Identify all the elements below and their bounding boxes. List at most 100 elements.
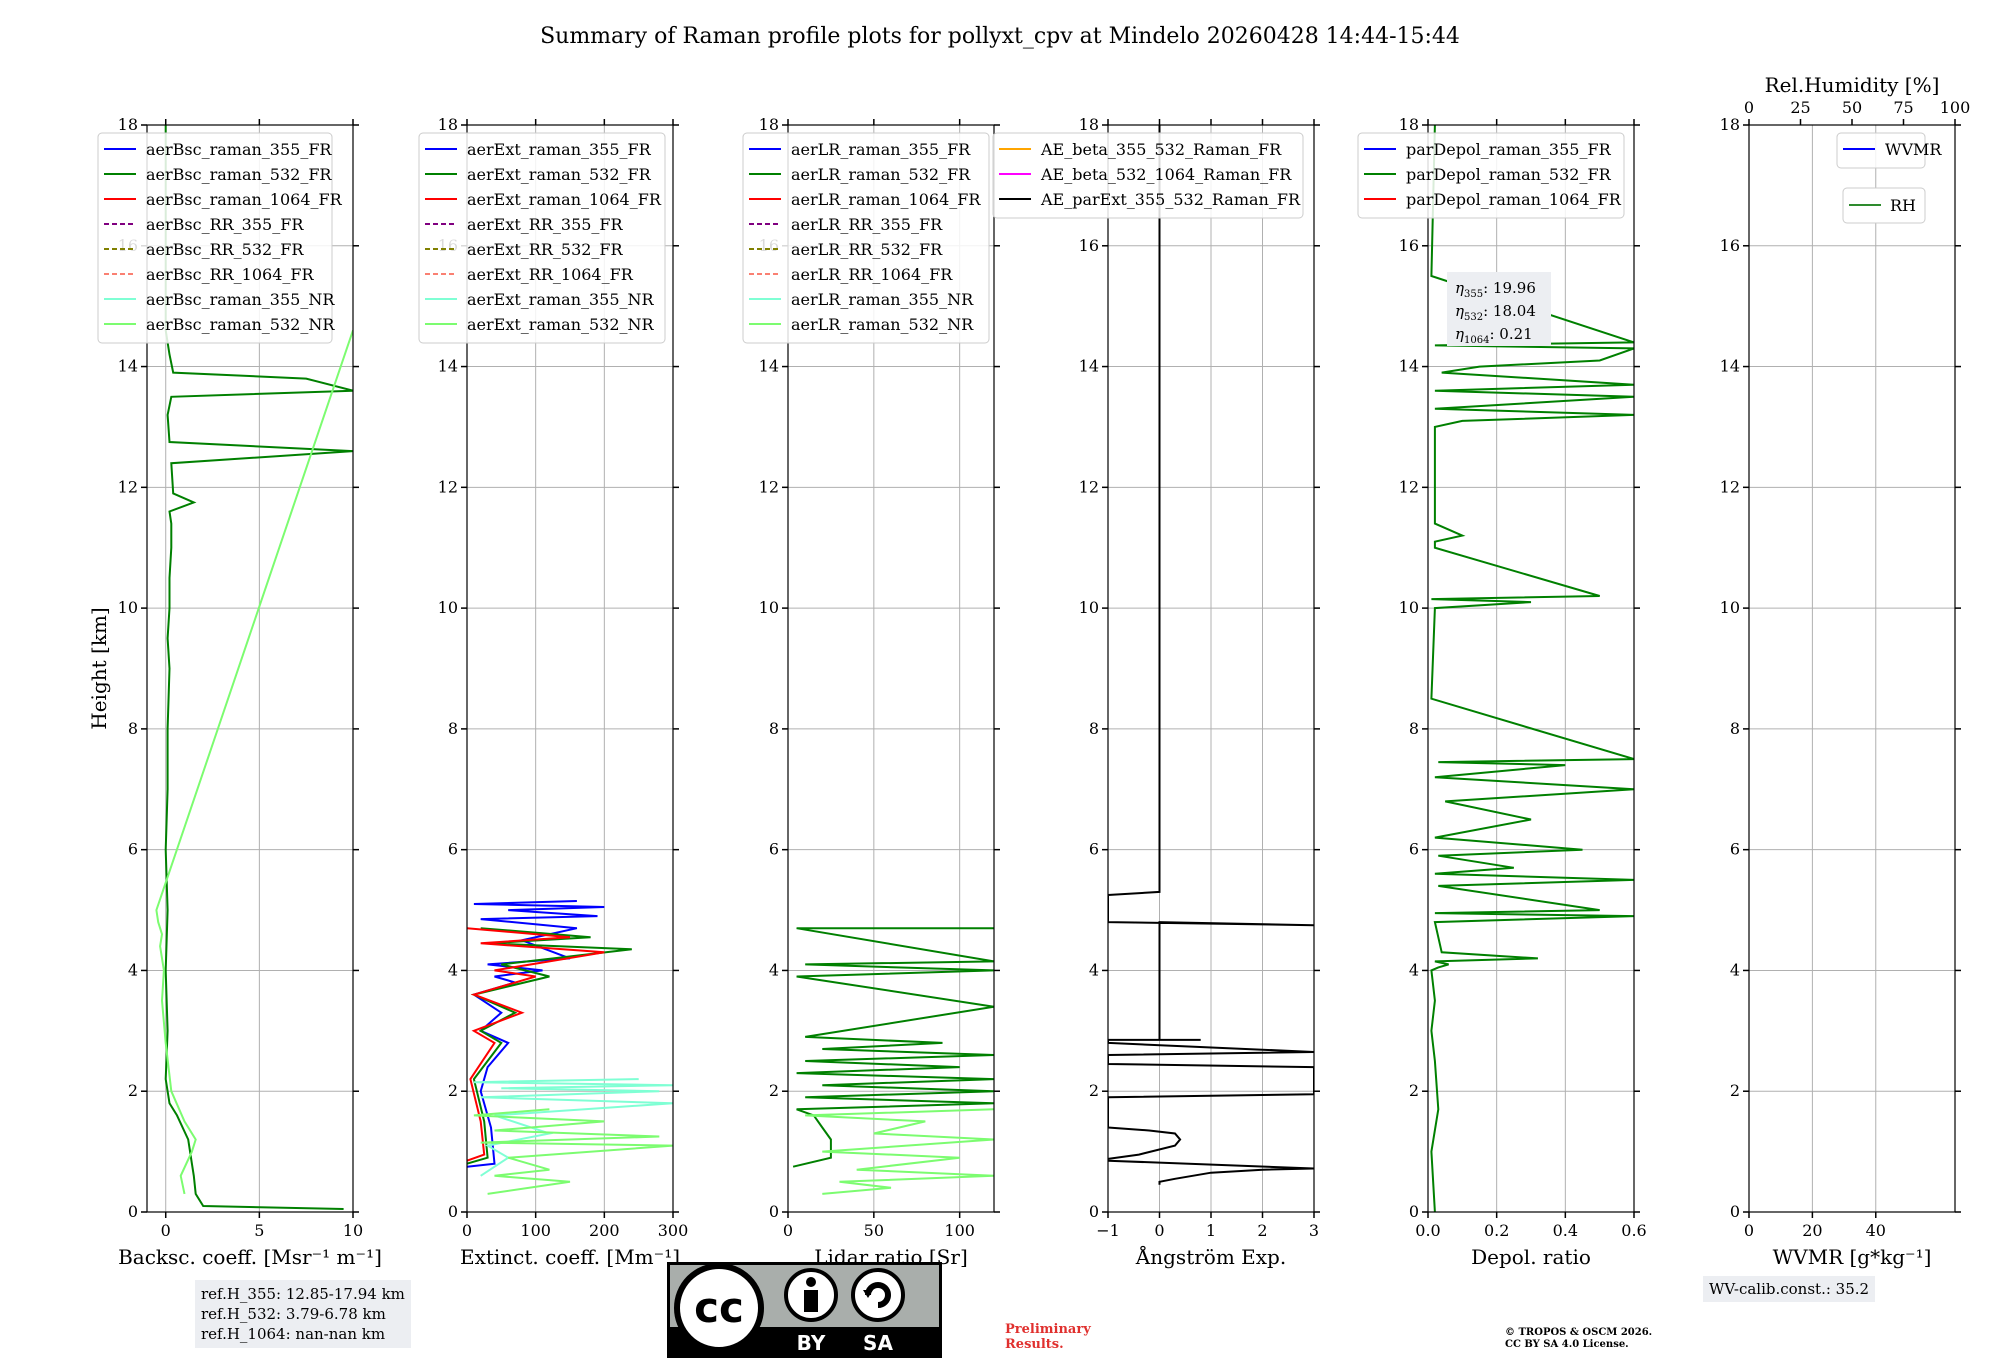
legend: aerExt_raman_355_FR aerExt_raman_532_FRae… <box>418 132 666 344</box>
y-tick-label: 6 <box>448 840 458 859</box>
y-tick-label: 6 <box>769 840 779 859</box>
figure-title: Summary of Raman profile plots for polly… <box>540 24 1460 49</box>
y-tick-label: 16 <box>1720 236 1740 255</box>
y-tick-label: 2 <box>1089 1081 1099 1100</box>
x-tick-label: 0.2 <box>1484 1221 1509 1240</box>
cc-circle-icon <box>674 1263 764 1353</box>
y-tick-label: 14 <box>1399 357 1419 376</box>
y-tick-label: 12 <box>438 477 458 496</box>
y-tick-label: 2 <box>448 1081 458 1100</box>
series-aerBsc_raman_532_NR <box>155 329 353 1195</box>
preliminary-results-label: Preliminary Results. <box>1005 1322 1091 1352</box>
x-tick-label: 1 <box>1206 1221 1216 1240</box>
x-tick-label: 0 <box>783 1221 793 1240</box>
x-tick-label: 2 <box>1257 1221 1267 1240</box>
legend-entry: aerExt_raman_532_NR <box>467 315 655 334</box>
top-x-tick-label: 50 <box>1842 98 1862 117</box>
top-x-tick-label: 0 <box>1744 98 1754 117</box>
y-tick-label: 6 <box>128 840 138 859</box>
y-tick-label: 8 <box>448 719 458 738</box>
legend-entry: aerBsc_RR_1064_FR <box>146 265 315 284</box>
legend: AE_beta_355_532_Raman_FR AE_beta_532_1064… <box>992 132 1304 219</box>
legend-frame <box>1357 132 1625 219</box>
x-tick-label: 40 <box>1866 1221 1886 1240</box>
y-tick-label: 10 <box>438 598 458 617</box>
x-tick-label: 0 <box>1744 1221 1754 1240</box>
x-tick-label: 100 <box>520 1221 551 1240</box>
panel-bsc: 0246810121416180510Backsc. coeff. [Msr⁻¹… <box>87 115 382 1269</box>
legend-frame <box>97 132 333 344</box>
reference-heights-box: ref.H_355: 12.85-17.94 km ref.H_532: 3.7… <box>195 1280 411 1348</box>
eta-1064: η1064: 0.21 <box>1455 325 1533 346</box>
legend-entry: aerLR_raman_355_FR <box>791 140 971 159</box>
series-parDepol_raman_532_FR <box>1430 125 1634 1212</box>
legend-entry: aerBsc_raman_532_NR <box>146 315 335 334</box>
x-tick-label: 3 <box>1309 1221 1319 1240</box>
series-aerBsc_raman_532_FR <box>164 125 353 1210</box>
y-tick-label: 2 <box>128 1081 138 1100</box>
legend: aerBsc_raman_355_FR aerBsc_raman_532_FRae… <box>97 132 343 344</box>
y-axis-label: Height [km] <box>87 607 111 729</box>
legend-frame <box>992 132 1304 219</box>
y-tick-label: 16 <box>1079 236 1099 255</box>
y-tick-label: 14 <box>1079 357 1099 376</box>
legend-entry: AE_beta_532_1064_Raman_FR <box>1040 165 1292 184</box>
y-tick-label: 0 <box>1409 1202 1419 1221</box>
legend-entry: aerLR_raman_532_NR <box>791 315 974 334</box>
legend-entry: WVMR <box>1885 140 1942 159</box>
y-tick-label: 14 <box>1720 357 1740 376</box>
legend-entry: aerBsc_RR_532_FR <box>146 240 304 259</box>
x-axis-label: Extinct. coeff. [Mm⁻¹] <box>460 1245 680 1269</box>
y-tick-label: 6 <box>1409 840 1419 859</box>
copyright-notice: © TROPOS & OSCM 2026. CC BY SA 4.0 Licen… <box>1505 1327 1653 1350</box>
cc-mark: cc <box>694 1283 744 1332</box>
x-axis-label: WVMR [g*kg⁻¹] <box>1773 1245 1932 1269</box>
legend-entry: aerLR_RR_532_FR <box>791 240 943 259</box>
y-tick-label: 8 <box>769 719 779 738</box>
top-x-tick-label: 100 <box>1940 98 1971 117</box>
y-tick-label: 14 <box>759 357 779 376</box>
y-tick-label: 10 <box>759 598 779 617</box>
panel-depol: 0 2 4 6 8 10 12 14 16 18 0.0 0.2 0.4 0.6 Depol. ratio p… <box>1357 115 1647 1269</box>
y-tick-label: 4 <box>1089 960 1099 979</box>
axes-frame <box>787 124 995 1213</box>
y-tick-label: 10 <box>1079 598 1099 617</box>
y-tick-label: 12 <box>1399 477 1419 496</box>
legend-entry: parDepol_raman_1064_FR <box>1406 190 1622 209</box>
axes-frame <box>146 124 354 1213</box>
y-tick-label: 10 <box>1399 598 1419 617</box>
legend-entry: aerBsc_raman_355_FR <box>146 140 332 159</box>
legend-entry: aerExt_raman_1064_FR <box>467 190 662 209</box>
legend: aerLR_raman_355_FR aerLR_raman_532_FR aerL… <box>742 132 990 344</box>
y-tick-label: 18 <box>438 115 458 134</box>
y-tick-label: 0 <box>448 1202 458 1221</box>
panel-ext: 0246810121416180100200300Extinct. coeff.… <box>418 115 688 1269</box>
y-tick-label: 8 <box>1409 719 1419 738</box>
legend-entry: aerExt_raman_532_FR <box>467 165 652 184</box>
x-tick-label: 5 <box>254 1221 264 1240</box>
eta-annotation: η355: 19.96 η532: 18.04 η1064: 0.21 <box>1447 272 1551 346</box>
series-aerExt_raman_532_NR <box>473 1108 673 1195</box>
y-tick-label: 8 <box>1730 719 1740 738</box>
legend-frame <box>418 132 666 344</box>
legend-entry: aerExt_RR_355_FR <box>467 215 624 234</box>
x-tick-label: 10 <box>343 1221 363 1240</box>
top-x-axis-label: Rel.Humidity [%] <box>1765 73 1940 97</box>
legend-secondary: RH <box>1842 187 1926 224</box>
legend-frame <box>742 132 990 344</box>
y-tick-label: 14 <box>438 357 458 376</box>
legend-entry: AE_beta_355_532_Raman_FR <box>1040 140 1282 159</box>
y-tick-label: 18 <box>1399 115 1419 134</box>
legend: parDepol_raman_355_FR parDepol_raman_532_… <box>1357 132 1625 219</box>
x-axis-label: Depol. ratio <box>1471 1245 1591 1269</box>
y-tick-label: 4 <box>448 960 458 979</box>
legend-entry: aerExt_raman_355_FR <box>467 140 652 159</box>
y-tick-label: 0 <box>769 1202 779 1221</box>
cc-sa-label: SA <box>863 1331 893 1355</box>
y-tick-label: 12 <box>118 477 138 496</box>
y-tick-label: 14 <box>118 357 138 376</box>
legend: WVMR <box>1836 132 1942 169</box>
